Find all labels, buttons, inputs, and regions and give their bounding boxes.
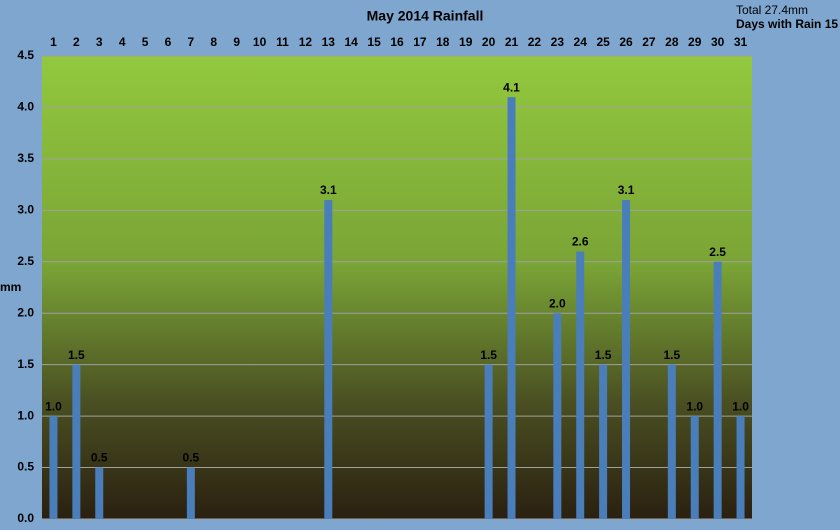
bar (484, 364, 493, 519)
y-axis-label: mm (0, 280, 21, 294)
x-tick-label: 10 (253, 35, 267, 49)
data-label: 3.1 (618, 183, 635, 197)
data-label: 2.0 (549, 296, 566, 310)
chart-title: May 2014 Rainfall (367, 8, 484, 24)
annotation: Days with Rain 15 (736, 17, 838, 31)
bar (667, 364, 676, 519)
bar (690, 416, 699, 519)
x-tick-label: 13 (322, 35, 336, 49)
plot-area (42, 56, 752, 519)
data-label: 3.1 (320, 183, 337, 197)
x-tick-label: 5 (142, 35, 149, 49)
data-label: 2.5 (709, 245, 726, 259)
x-tick-label: 11 (276, 35, 289, 49)
x-tick-label: 2 (73, 35, 80, 49)
y-tick-label: 2.0 (17, 305, 34, 319)
data-label: 1.0 (732, 399, 749, 413)
x-tick-label: 17 (413, 35, 427, 49)
y-tick-label: 3.5 (17, 151, 34, 165)
bar (599, 364, 608, 519)
x-tick-label: 30 (711, 35, 725, 49)
bar (324, 200, 333, 520)
x-tick-label: 25 (596, 35, 610, 49)
y-tick-label: 2.5 (17, 254, 34, 268)
x-tick-label: 12 (299, 35, 313, 49)
x-tick-label: 16 (390, 35, 404, 49)
x-tick-label: 18 (436, 35, 450, 49)
data-label: 1.5 (480, 348, 497, 362)
x-tick-label: 29 (688, 35, 702, 49)
bar (622, 200, 631, 520)
data-label: 0.5 (91, 451, 108, 465)
data-label: 1.5 (68, 348, 85, 362)
x-tick-label: 9 (233, 35, 240, 49)
x-tick-label: 23 (551, 35, 565, 49)
x-tick-label: 19 (459, 35, 473, 49)
bar (736, 416, 745, 519)
y-tick-label: 4.0 (17, 100, 34, 114)
bar (95, 467, 104, 519)
y-tick-label: 1.0 (17, 408, 34, 422)
data-label: 1.5 (663, 348, 680, 362)
data-label: 1.0 (686, 399, 703, 413)
x-tick-label: 1 (50, 35, 57, 49)
x-tick-label: 6 (165, 35, 172, 49)
x-tick-label: 24 (574, 35, 588, 49)
data-label: 1.0 (45, 399, 62, 413)
bar (713, 261, 722, 519)
bar (72, 364, 81, 519)
x-tick-label: 20 (482, 35, 496, 49)
x-tick-label: 14 (345, 35, 359, 49)
x-tick-label: 4 (119, 35, 126, 49)
y-tick-label: 1.5 (17, 357, 34, 371)
x-tick-label: 31 (734, 35, 748, 49)
data-label: 4.1 (503, 80, 520, 94)
x-tick-label: 22 (528, 35, 542, 49)
bar (49, 416, 58, 519)
y-tick-label: 4.5 (17, 48, 34, 62)
y-tick-label: 0.5 (17, 460, 34, 474)
bar (553, 313, 562, 519)
x-tick-label: 8 (210, 35, 217, 49)
bar (507, 97, 516, 520)
data-label: 2.6 (572, 235, 589, 249)
x-tick-label: 28 (665, 35, 679, 49)
bar (186, 467, 195, 519)
x-tick-label: 27 (642, 35, 656, 49)
bar (576, 251, 585, 519)
data-label: 1.5 (595, 348, 612, 362)
x-tick-label: 7 (188, 35, 195, 49)
y-tick-label: 0.0 (17, 511, 34, 525)
x-tick-label: 21 (505, 35, 519, 49)
annotation: Total 27.4mm (736, 3, 808, 17)
y-tick-label: 3.0 (17, 203, 34, 217)
x-tick-label: 3 (96, 35, 103, 49)
x-tick-label: 26 (619, 35, 633, 49)
data-label: 0.5 (183, 451, 200, 465)
x-tick-label: 15 (367, 35, 381, 49)
